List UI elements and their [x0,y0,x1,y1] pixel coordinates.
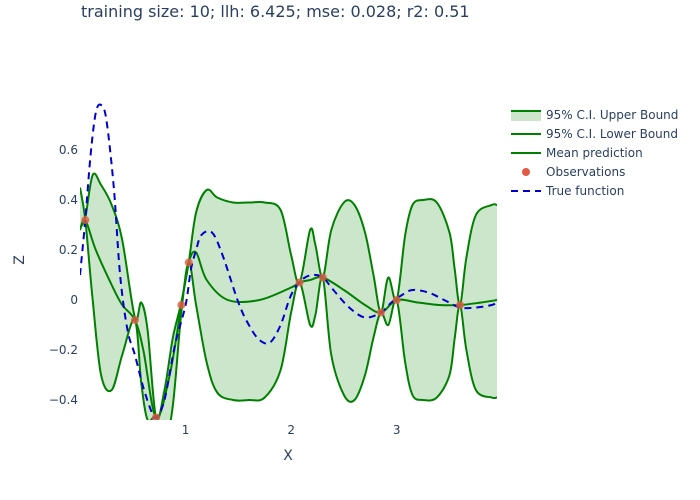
observation-point [184,258,193,267]
y-axis-ticks: −0.4 −0.2 0 0.2 0.4 0.6 [49,143,78,407]
y-tick-label: −0.4 [49,393,78,407]
x-tick-label: 3 [393,423,401,437]
confidence-band-fill [80,173,497,420]
y-tick-label: 0.6 [59,143,78,157]
y-tick-label: 0 [70,293,78,307]
y-axis-title: Z [12,255,28,265]
legend-item-observations[interactable]: Observations [522,165,625,179]
observation-point [130,316,139,324]
observation-point [81,216,90,224]
legend-item-true-function[interactable]: True function [511,184,624,198]
legend-label: Observations [546,165,625,179]
observation-point [318,273,327,282]
legend-item-mean-prediction[interactable]: Mean prediction [511,146,643,160]
x-axis-title: X [283,448,293,464]
observation-point [376,308,385,317]
legend: 95% C.I. Upper Bound 95% C.I. Lower Bound… [511,108,678,198]
chart-title: training size: 10; llh: 6.425; mse: 0.02… [81,2,470,21]
x-tick-label: 2 [287,423,295,437]
x-tick-label: 1 [182,423,190,437]
plot-area [80,103,497,420]
legend-label: 95% C.I. Upper Bound [546,108,678,122]
y-tick-label: 0.2 [59,243,78,257]
series-line-true-function [80,103,497,420]
observation-point [295,278,304,287]
legend-swatch [511,111,541,121]
y-tick-label: 0.4 [59,193,78,207]
observation-point [152,413,161,420]
observation-point [177,301,186,309]
observation-point [392,296,401,304]
legend-label: True function [545,184,624,198]
legend-label: 95% C.I. Lower Bound [546,127,678,141]
legend-item-95-c-i-upper-bound[interactable]: 95% C.I. Upper Bound [511,108,678,122]
legend-swatch [522,168,530,176]
observation-point [456,301,465,309]
legend-label: Mean prediction [546,146,643,160]
legend-item-95-c-i-lower-bound[interactable]: 95% C.I. Lower Bound [511,127,678,141]
y-tick-label: −0.2 [49,343,78,357]
x-axis-ticks: 1 2 3 [182,423,401,437]
